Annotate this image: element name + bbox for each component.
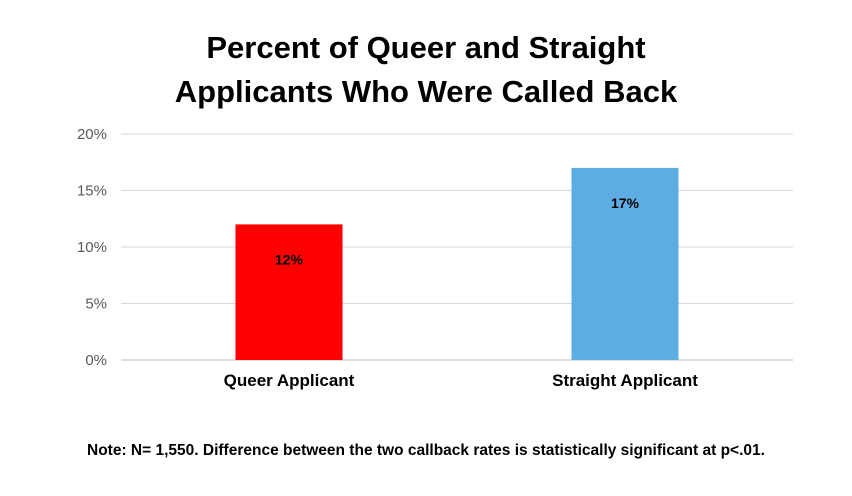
chart-title-line-1: Percent of Queer and Straight <box>206 30 646 65</box>
data-label: 17% <box>611 195 640 211</box>
data-label: 12% <box>275 251 304 267</box>
x-tick-label: Straight Applicant <box>552 371 698 390</box>
y-tick-label: 15% <box>77 183 107 200</box>
y-tick-label: 0% <box>85 352 107 369</box>
bar <box>235 224 343 360</box>
chart-title-line-2: Applicants Who Were Called Back <box>174 74 678 109</box>
y-tick-label: 20% <box>77 126 107 143</box>
y-tick-label: 5% <box>85 296 107 313</box>
y-tick-label: 10% <box>77 239 107 256</box>
chart-title: Percent of Queer and Straight Applicants… <box>0 26 852 114</box>
x-tick-label: Queer Applicant <box>224 371 355 390</box>
footnote: Note: N= 1,550. Difference between the t… <box>87 442 765 459</box>
bar <box>571 167 679 360</box>
